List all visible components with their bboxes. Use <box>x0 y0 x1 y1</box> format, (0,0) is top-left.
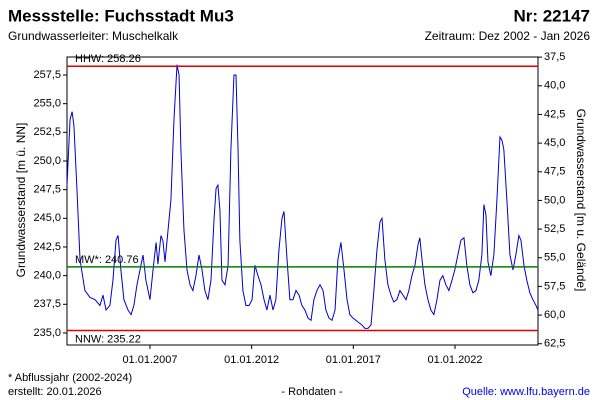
station-number: Nr: 22147 <box>513 6 590 25</box>
y2-tick-label: 60,0 <box>544 309 565 321</box>
y-tick-label: 235,0 <box>33 327 61 339</box>
created-date: erstellt: 20.01.2026 <box>8 386 102 398</box>
y2-tick-label: 55,0 <box>544 252 565 264</box>
period: Zeitraum: Dez 2002 - Jan 2026 <box>425 29 591 43</box>
footnote: * Abflussjahr (2002-2024) <box>8 372 132 384</box>
chart-title: Messstelle: Fuchsstadt Mu3 <box>8 6 234 25</box>
y2-tick-label: 57,5 <box>544 280 565 292</box>
y2-tick-label: 47,5 <box>544 166 565 178</box>
reference-label: NNW: 235.22 <box>75 333 141 345</box>
y-tick-label: 240,0 <box>33 270 61 282</box>
plot-area <box>66 56 539 346</box>
y2-tick-label: 42,5 <box>544 108 565 120</box>
x-tick-label: 01.01.2012 <box>224 354 279 366</box>
x-tick-label: 01.01.2007 <box>122 354 177 366</box>
y-tick-label: 252,5 <box>33 126 61 138</box>
data-note: - Rohdaten - <box>281 386 342 398</box>
y-tick-label: 255,0 <box>33 98 61 110</box>
source-link[interactable]: Quelle: www.lfu.bayern.de <box>462 386 590 398</box>
y2-axis-label: Grundwasserstand [m u. Gelände] <box>574 109 588 292</box>
subtitle: Grundwasserleiter: Muschelkalk <box>8 29 179 43</box>
y2-tick-label: 37,5 <box>544 51 565 63</box>
y2-tick-label: 50,0 <box>544 194 565 206</box>
level-line <box>66 64 539 329</box>
y2-tick-label: 62,5 <box>544 338 565 350</box>
y2-tick-label: 45,0 <box>544 137 565 149</box>
y-tick-label: 257,5 <box>33 69 61 81</box>
y-tick-label: 242,5 <box>33 241 61 253</box>
y-tick-label: 237,5 <box>33 298 61 310</box>
x-tick-label: 01.01.2022 <box>427 354 482 366</box>
y-tick-label: 245,0 <box>33 212 61 224</box>
y2-tick-label: 40,0 <box>544 80 565 92</box>
y2-tick-label: 52,5 <box>544 223 565 235</box>
y-axis-label: Grundwasserstand [m ü. NN] <box>14 123 28 278</box>
reference-label: MW*: 240.76 <box>75 254 139 266</box>
y-tick-label: 247,5 <box>33 184 61 196</box>
y-tick-label: 250,0 <box>33 155 61 167</box>
reference-label: HHW: 258.26 <box>75 53 141 65</box>
x-tick-label: 01.01.2017 <box>326 354 381 366</box>
